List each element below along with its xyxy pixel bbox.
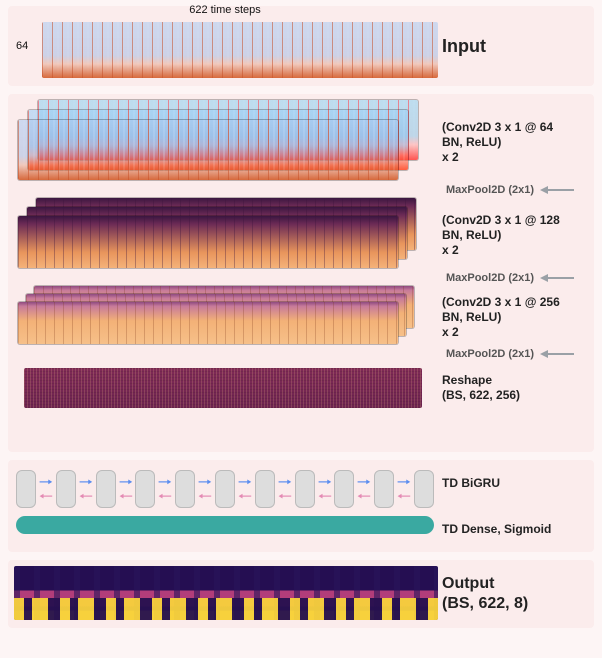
conv-panel: (Conv2D 3 x 1 @ 64 BN, ReLU) x 2 MaxPool… bbox=[8, 94, 594, 452]
input-spectrogram bbox=[42, 22, 438, 78]
conv2-layer-front bbox=[18, 216, 398, 268]
output-vis bbox=[8, 560, 442, 628]
gru-unit bbox=[255, 470, 275, 508]
output-panel: Output (BS, 622, 8) bbox=[8, 560, 594, 628]
gru-arrows bbox=[118, 470, 134, 508]
input-label: Input bbox=[442, 6, 594, 86]
conv3-label-l2: BN, ReLU) bbox=[442, 310, 501, 325]
gru-arrows bbox=[157, 470, 173, 508]
dense-bar bbox=[16, 516, 434, 534]
rnn-panel: TD BiGRU TD Dense, Sigmoid bbox=[8, 460, 594, 552]
gru-unit bbox=[374, 470, 394, 508]
conv2-label: (Conv2D 3 x 1 @ 128 BN, ReLU) x 2 bbox=[442, 198, 594, 272]
arrow-left-icon bbox=[540, 272, 576, 284]
output-spectrogram bbox=[14, 566, 438, 620]
gru-arrows bbox=[197, 470, 213, 508]
reshape-label-l1: Reshape bbox=[442, 373, 492, 388]
reshape-vis bbox=[14, 362, 442, 414]
gru-unit bbox=[96, 470, 116, 508]
output-label-l2: (BS, 622, 8) bbox=[442, 594, 528, 614]
conv3-label: (Conv2D 3 x 1 @ 256 BN, ReLU) x 2 bbox=[442, 286, 594, 348]
gru-unit bbox=[215, 470, 235, 508]
input-vis: 622 time steps 64 bbox=[8, 6, 442, 86]
gru-unit bbox=[175, 470, 195, 508]
pool2-text: MaxPool2D (2x1) bbox=[446, 272, 534, 284]
conv1-label-l1: (Conv2D 3 x 1 @ 64 bbox=[442, 120, 553, 135]
conv3-label-l1: (Conv2D 3 x 1 @ 256 bbox=[442, 295, 560, 310]
gru-arrows bbox=[277, 470, 293, 508]
gru-arrows bbox=[78, 470, 94, 508]
output-label-l1: Output bbox=[442, 574, 494, 594]
conv1-label-l2: BN, ReLU) bbox=[442, 135, 501, 150]
gru-unit bbox=[16, 470, 36, 508]
conv3-label-l3: x 2 bbox=[442, 325, 459, 340]
conv2-stack bbox=[14, 198, 442, 272]
arrow-left-icon bbox=[540, 348, 576, 360]
reshape-label: Reshape (BS, 622, 256) bbox=[442, 362, 594, 414]
pool1-annotation: MaxPool2D (2x1) bbox=[14, 182, 594, 198]
input-top-caption: 622 time steps bbox=[8, 4, 442, 16]
arrow-left-icon bbox=[540, 184, 576, 196]
conv2-label-l1: (Conv2D 3 x 1 @ 128 bbox=[442, 213, 560, 228]
input-panel: 622 time steps 64 Input bbox=[8, 6, 594, 86]
input-left-caption: 64 bbox=[16, 40, 28, 52]
conv1-label: (Conv2D 3 x 1 @ 64 BN, ReLU) x 2 bbox=[442, 100, 594, 184]
pool2-annotation: MaxPool2D (2x1) bbox=[14, 270, 594, 286]
gru-arrows bbox=[38, 470, 54, 508]
gru-unit bbox=[56, 470, 76, 508]
dense-label: TD Dense, Sigmoid bbox=[442, 522, 551, 537]
conv1-label-l3: x 2 bbox=[442, 150, 459, 165]
bigru-label: TD BiGRU bbox=[442, 476, 500, 491]
output-label: Output (BS, 622, 8) bbox=[442, 560, 594, 628]
gru-unit bbox=[414, 470, 434, 508]
conv2-label-l3: x 2 bbox=[442, 243, 459, 258]
rnn-vis bbox=[8, 460, 442, 552]
conv3-stack bbox=[14, 286, 442, 348]
conv1-layer-front bbox=[18, 120, 398, 180]
gru-arrows bbox=[237, 470, 253, 508]
conv1-stack bbox=[14, 100, 442, 184]
pool3-annotation: MaxPool2D (2x1) bbox=[14, 346, 594, 362]
conv3-layer-front bbox=[18, 302, 398, 344]
gru-arrows bbox=[396, 470, 412, 508]
gru-arrows bbox=[356, 470, 372, 508]
gru-arrows bbox=[317, 470, 333, 508]
gru-unit bbox=[135, 470, 155, 508]
conv2-label-l2: BN, ReLU) bbox=[442, 228, 501, 243]
gru-unit bbox=[334, 470, 354, 508]
output-blocks bbox=[14, 598, 438, 620]
rnn-labels: TD BiGRU TD Dense, Sigmoid bbox=[442, 460, 594, 552]
pool3-text: MaxPool2D (2x1) bbox=[446, 348, 534, 360]
gru-unit bbox=[295, 470, 315, 508]
reshape-layer bbox=[24, 368, 422, 408]
reshape-label-l2: (BS, 622, 256) bbox=[442, 388, 520, 403]
pool1-text: MaxPool2D (2x1) bbox=[446, 184, 534, 196]
bigru-units bbox=[14, 464, 436, 512]
